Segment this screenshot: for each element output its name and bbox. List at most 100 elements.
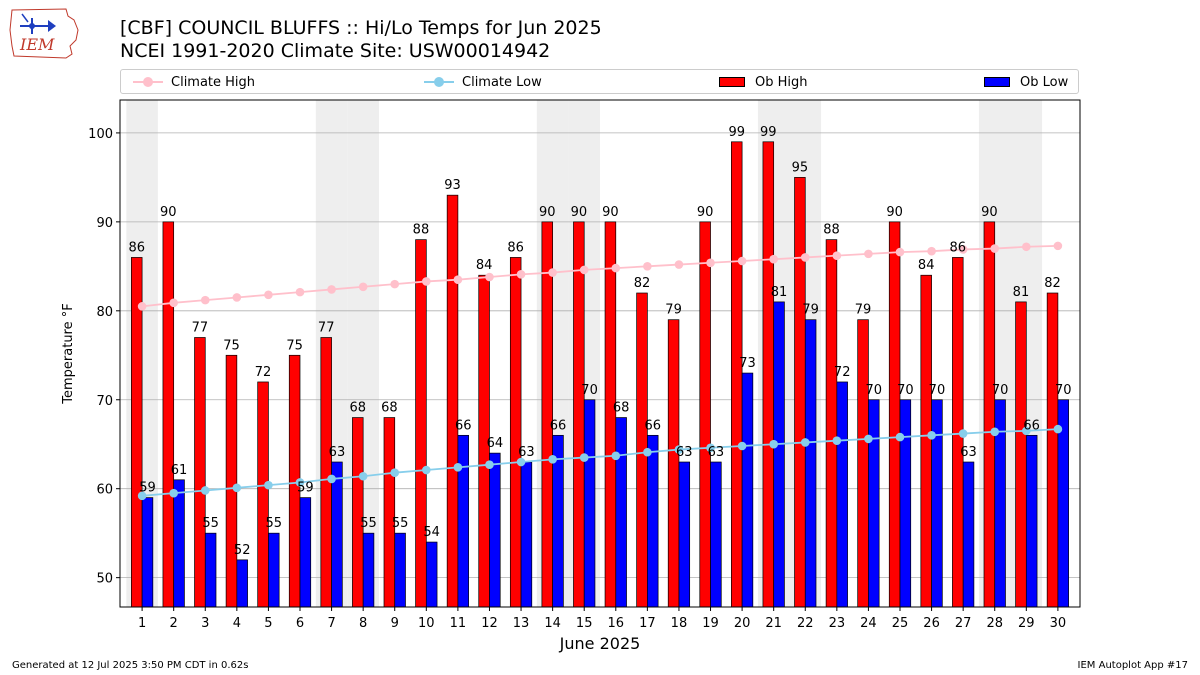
- climate-high-point-10: [422, 277, 431, 286]
- ob-high-label-5: 72: [255, 365, 272, 380]
- ob-high-label-6: 75: [286, 338, 303, 353]
- climate-low-point-5: [264, 480, 273, 490]
- ob-high-label-3: 77: [192, 320, 209, 335]
- ob-low-swatch: [984, 77, 1010, 87]
- climate-low-point-1: [137, 491, 147, 501]
- ob-high-bar-3: [194, 337, 206, 608]
- climate-high-point-26: [927, 246, 936, 256]
- ob-high-label-12: 84: [476, 258, 493, 273]
- climate-low-point-28: [990, 427, 1000, 437]
- ob-high-label-25: 90: [886, 205, 903, 220]
- climate-low-point-4: [232, 483, 242, 493]
- ob-high-label-20: 99: [728, 125, 745, 140]
- ob-high-bar-29: [1015, 301, 1027, 608]
- ob-high-bar-24: [857, 319, 869, 608]
- climate-high-point-25: [895, 247, 905, 257]
- ob-low-label-28: 70: [992, 383, 1009, 398]
- ob-high-label-19: 90: [697, 205, 714, 220]
- climate-high-point-19: [706, 258, 715, 268]
- climate-low-point-29: [1022, 426, 1031, 436]
- ob-low-label-22: 79: [802, 303, 819, 318]
- x-tick-label-19: 19: [702, 616, 719, 631]
- climate-low-point-30: [1053, 424, 1063, 434]
- ob-high-label-14: 90: [539, 205, 556, 220]
- climate-high-point-16: [611, 263, 621, 273]
- x-tick-label-6: 6: [296, 616, 304, 631]
- ob-low-bar-21: [773, 301, 785, 608]
- climate-low-point-12: [485, 460, 494, 469]
- ob-high-bar-5: [257, 381, 269, 608]
- logo-text: IEM: [19, 35, 55, 54]
- legend-item-climate-low: Climate Low: [424, 73, 542, 91]
- x-tick-label-13: 13: [513, 616, 530, 631]
- ob-low-label-15: 70: [581, 383, 598, 398]
- ob-low-label-13: 63: [518, 445, 535, 460]
- ob-low-label-9: 55: [392, 516, 409, 531]
- ob-high-bar-2: [162, 221, 175, 608]
- x-tick-label-1: 1: [138, 616, 146, 631]
- ob-low-label-30: 70: [1055, 383, 1072, 398]
- ob-low-label-11: 66: [455, 418, 472, 433]
- x-tick-label-22: 22: [797, 616, 814, 631]
- climate-low-point-19: [706, 443, 715, 453]
- ob-low-label-18: 63: [676, 445, 693, 460]
- plot-frame: [119, 99, 1081, 608]
- ob-low-label-25: 70: [897, 383, 914, 398]
- x-tick-label-9: 9: [391, 616, 399, 631]
- ob-high-label-28: 90: [981, 205, 998, 220]
- ob-low-bar-16: [615, 417, 627, 608]
- ob-low-bar-15: [583, 399, 596, 608]
- ob-low-bar-29: [1025, 434, 1038, 608]
- ob-low-label-20: 73: [739, 356, 756, 371]
- climate-low-point-18: [674, 445, 684, 454]
- climate-low-point-20: [737, 441, 747, 451]
- ob-low-label-19: 63: [708, 445, 725, 460]
- ob-low-label-24: 70: [866, 383, 883, 398]
- x-tick-label-30: 30: [1050, 616, 1067, 631]
- climate-low-point-25: [895, 432, 905, 442]
- ob-low-label-23: 72: [834, 365, 851, 380]
- app-label: IEM Autoplot App #17: [1077, 660, 1188, 671]
- ob-low-label-14: 66: [550, 418, 567, 433]
- climate-high-point-30: [1053, 241, 1063, 251]
- ob-high-bar-4: [225, 354, 238, 608]
- ob-low-bar-24: [868, 399, 880, 608]
- climate-low-point-23: [832, 436, 842, 445]
- ob-high-bar-30: [1046, 292, 1059, 608]
- ob-high-label-24: 79: [855, 303, 872, 318]
- climate-low-point-17: [643, 447, 652, 457]
- ob-low-label-16: 68: [613, 401, 630, 416]
- legend-label-climate-high: Climate High: [171, 74, 256, 90]
- climate-low-point-9: [390, 468, 400, 477]
- climate-high-point-13: [516, 270, 526, 279]
- ob-low-label-3: 55: [202, 516, 219, 531]
- ob-low-label-27: 63: [960, 445, 977, 460]
- ob-high-bar-10: [415, 239, 427, 608]
- ob-low-label-8: 55: [360, 516, 377, 531]
- legend-label-climate-low: Climate Low: [462, 74, 542, 90]
- ob-high-bar-18: [667, 319, 680, 608]
- x-tick-label-8: 8: [359, 616, 367, 631]
- ob-low-bar-23: [836, 381, 848, 608]
- ob-high-bar-7: [320, 337, 332, 608]
- x-tick-label-3: 3: [201, 616, 209, 631]
- x-axis-label: June 2025: [559, 634, 641, 653]
- ob-high-bar-22: [794, 177, 806, 608]
- y-tick-label-60: 60: [96, 483, 113, 498]
- climate-low-point-6: [295, 478, 305, 487]
- climate-low-point-14: [548, 455, 557, 464]
- climate-low-point-8: [358, 471, 368, 481]
- ob-high-bar-11: [446, 194, 459, 608]
- legend-label-ob-high: Ob High: [755, 74, 808, 90]
- climate-high-point-15: [579, 265, 589, 275]
- ob-low-label-4: 52: [234, 543, 251, 558]
- x-tick-label-7: 7: [327, 616, 335, 631]
- climate-high-point-21: [769, 254, 778, 264]
- ob-low-label-26: 70: [929, 383, 946, 398]
- ob-high-label-29: 81: [1013, 285, 1030, 300]
- ob-low-label-12: 64: [487, 436, 504, 451]
- x-tick-label-27: 27: [955, 616, 972, 631]
- x-tick-label-29: 29: [1018, 616, 1035, 631]
- x-tick-label-14: 14: [544, 616, 561, 631]
